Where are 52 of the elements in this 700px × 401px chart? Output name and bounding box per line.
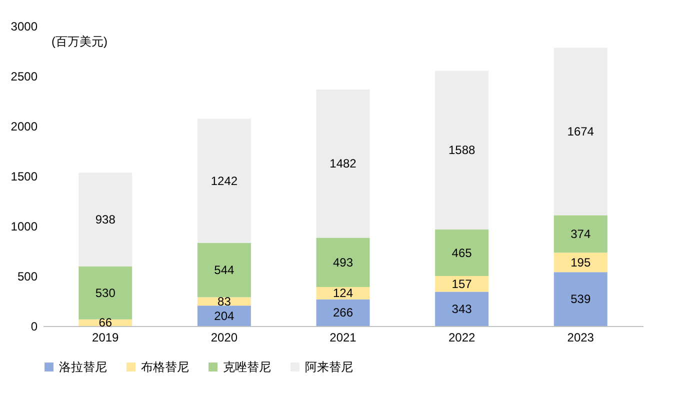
legend-label: 阿来替尼 (305, 360, 353, 374)
x-tick-label: 2020 (210, 330, 238, 344)
bar (197, 242, 251, 298)
y-tick-label: 0 (30, 320, 38, 334)
x-tick-label: 2023 (567, 330, 594, 344)
data-label: 204 (214, 308, 235, 323)
data-label: 66 (98, 316, 112, 330)
bar (78, 172, 132, 266)
y-tick-label: 500 (17, 270, 38, 284)
bar (435, 276, 489, 292)
data-label: 1482 (330, 156, 357, 171)
x-tick-label: 2019 (92, 330, 120, 344)
bar (435, 230, 489, 276)
y-tick-label: 3000 (10, 20, 38, 34)
y-tick-label: 1000 (10, 220, 38, 234)
data-label: 539 (570, 292, 591, 306)
data-label: 938 (95, 212, 116, 226)
bar (316, 238, 370, 287)
data-label: 266 (332, 306, 354, 320)
data-label: 374 (570, 226, 591, 241)
bar (435, 70, 489, 230)
y-tick-label: 2000 (10, 120, 38, 134)
x-tick-label: 2021 (330, 330, 357, 344)
data-label: 530 (95, 286, 116, 300)
data-label: 1588 (448, 143, 476, 158)
data-label: 195 (570, 255, 591, 270)
y-axis-title: (百万美元) (52, 34, 108, 48)
bar (78, 266, 132, 320)
bar (197, 306, 251, 326)
legend-label: 洛拉替尼 (59, 360, 107, 374)
data-label: 124 (332, 286, 354, 300)
y-tick-label: 2500 (10, 70, 38, 84)
bar (554, 252, 608, 272)
x-tick-label: 2022 (448, 330, 476, 344)
bar (316, 90, 370, 238)
y-tick-label: 1500 (10, 170, 38, 184)
data-label: 544 (214, 263, 235, 278)
data-label: 1242 (210, 174, 238, 188)
bar (554, 272, 608, 326)
data-label: 1674 (567, 124, 594, 138)
data-label: 343 (452, 302, 472, 316)
bar (316, 299, 370, 326)
data-label: 493 (332, 255, 354, 270)
legend-label: 克唑替尼 (223, 360, 271, 374)
data-label: 157 (452, 276, 472, 291)
bar (554, 48, 608, 216)
data-label: 83 (218, 294, 232, 308)
data-label: 465 (452, 246, 472, 260)
bar (435, 292, 489, 326)
legend-label: 布格替尼 (141, 360, 189, 374)
bar (197, 118, 251, 243)
bar (554, 215, 608, 253)
